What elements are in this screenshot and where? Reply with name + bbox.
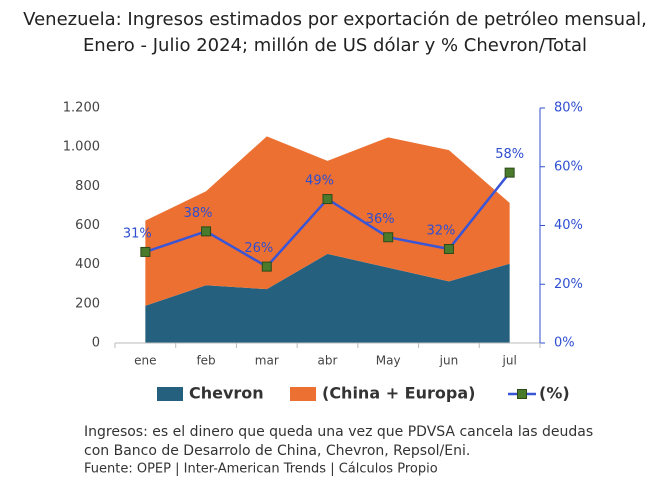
y2-tick-label: 60% bbox=[554, 159, 583, 174]
y2-tick-label: 80% bbox=[554, 101, 583, 116]
data-label: 49% bbox=[305, 174, 334, 189]
marker bbox=[261, 261, 272, 272]
data-label: 32% bbox=[426, 224, 455, 239]
data-label: 31% bbox=[123, 226, 152, 241]
x-tick-label: jun bbox=[439, 354, 459, 368]
x-tick-label: abr bbox=[318, 354, 338, 368]
marker bbox=[140, 246, 151, 257]
x-tick-label: mar bbox=[255, 354, 279, 368]
data-label: 38% bbox=[184, 206, 213, 221]
legend-label: Chevron bbox=[189, 384, 264, 403]
data-label: 58% bbox=[495, 147, 524, 162]
legend-swatch bbox=[157, 387, 183, 401]
y-tick-label: 600 bbox=[75, 218, 100, 233]
legend-label: (China + Europa) bbox=[322, 384, 475, 403]
marker bbox=[443, 244, 454, 254]
note: Fuente: OPEP | Inter-American Trends | C… bbox=[84, 462, 438, 477]
legend-swatch bbox=[290, 387, 316, 401]
x-tick-label: ene bbox=[134, 354, 156, 368]
chart-title: Venezuela: Ingresos estimados por export… bbox=[23, 9, 647, 30]
note: Ingresos: es el dinero que queda una vez… bbox=[84, 424, 593, 440]
y2-tick-label: 40% bbox=[554, 218, 583, 233]
y2-tick-label: 0% bbox=[554, 336, 575, 351]
note: con Banco de Desarrolo de China, Chevron… bbox=[84, 443, 470, 459]
y-tick-label: 0 bbox=[92, 336, 100, 351]
y-tick-label: 400 bbox=[75, 257, 100, 272]
x-tick-label: feb bbox=[196, 354, 215, 368]
marker bbox=[504, 167, 515, 178]
legend-swatch bbox=[517, 389, 527, 399]
y-tick-label: 1.000 bbox=[63, 140, 100, 155]
legend-label: (%) bbox=[539, 384, 570, 403]
y2-tick-label: 20% bbox=[554, 277, 583, 292]
y-tick-label: 1.200 bbox=[63, 101, 100, 116]
data-label: 36% bbox=[366, 212, 395, 227]
y-tick-label: 200 bbox=[75, 296, 100, 311]
y-tick-label: 800 bbox=[75, 179, 100, 194]
chart-subtitle: Enero - Julio 2024; millón de US dólar y… bbox=[83, 35, 587, 56]
marker bbox=[383, 232, 394, 243]
area bbox=[145, 253, 510, 343]
x-tick-label: May bbox=[376, 354, 401, 368]
marker bbox=[322, 194, 333, 205]
marker bbox=[201, 226, 212, 237]
x-tick-label: jul bbox=[502, 354, 517, 368]
data-label: 26% bbox=[244, 241, 273, 256]
area bbox=[145, 136, 510, 306]
